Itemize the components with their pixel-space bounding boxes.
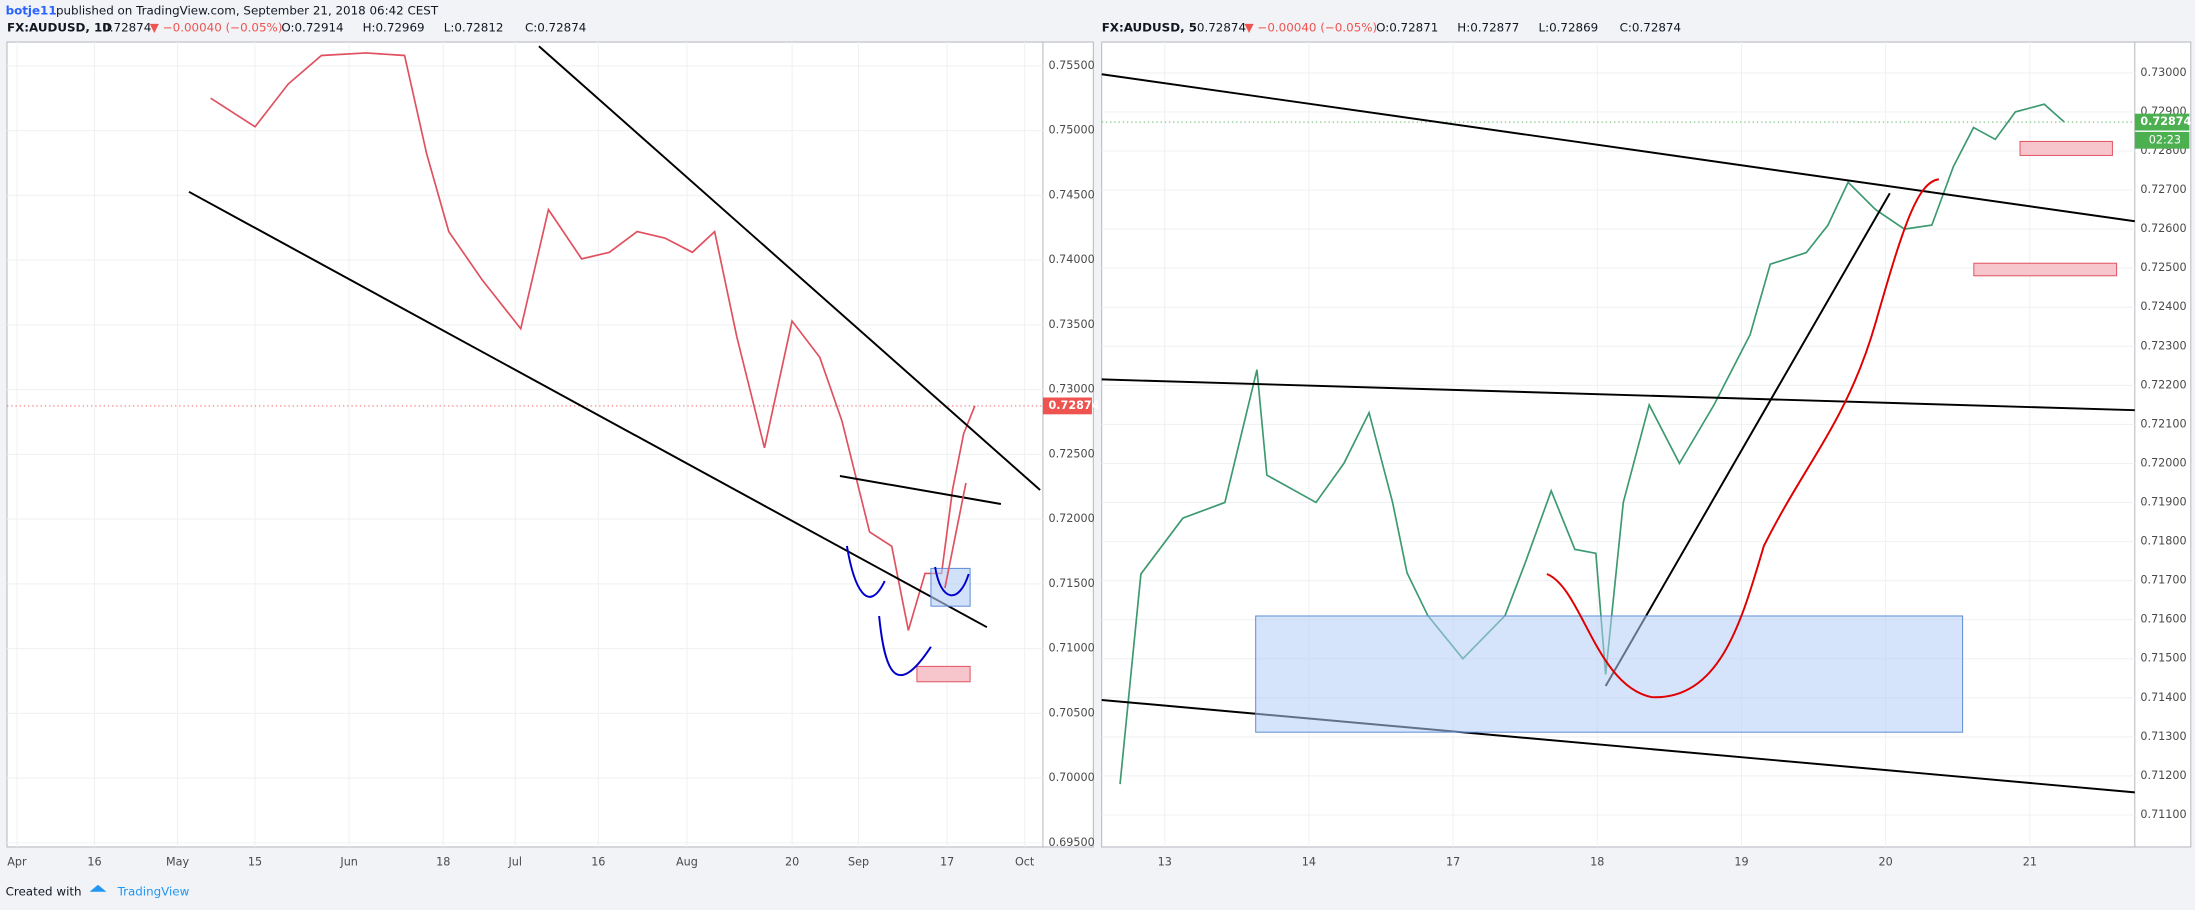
y-tick-label: 0.72400	[2140, 300, 2186, 313]
y-tick-label: 0.70500	[1049, 706, 1095, 719]
zone	[1255, 615, 1964, 733]
y-tick-label: 0.72200	[2140, 378, 2186, 391]
x-tick-label: 21	[2023, 855, 2037, 868]
y-tick-label: 0.72000	[1049, 512, 1095, 525]
y-tick-label: 0.71900	[2140, 495, 2186, 508]
footer-brand[interactable]: TradingView	[117, 884, 190, 898]
y-tick-label: 0.71100	[2140, 808, 2186, 821]
y-tick-label: 0.74500	[1049, 188, 1095, 201]
x-tick-label: Jun	[339, 855, 357, 868]
trend-line	[1101, 378, 2135, 412]
y-tick-label: 0.71000	[1049, 642, 1095, 655]
footer-text: Created with	[6, 884, 82, 898]
y-tick-label: 0.70000	[1049, 771, 1095, 784]
countdown-badge	[2134, 131, 2190, 149]
ohlc-value: H:0.72877	[1457, 21, 1519, 35]
left-panel	[6, 41, 1094, 848]
y-tick-label: 0.71700	[2140, 574, 2186, 587]
price-badge	[1042, 397, 1092, 415]
x-tick-label: Aug	[676, 855, 698, 868]
last-price: 0.72874	[102, 21, 151, 35]
change: ▼ −0.00040 (−0.05%)	[1244, 21, 1377, 35]
symbol: FX:AUDUSD, 5	[1102, 21, 1197, 35]
ohlc-value: O:0.72871	[1376, 21, 1438, 35]
x-tick-label: 17	[1446, 855, 1460, 868]
x-tick-label: Apr	[7, 855, 27, 868]
x-tick-label: 16	[87, 855, 101, 868]
x-tick-label: 16	[591, 855, 605, 868]
x-tick-label: May	[166, 855, 190, 868]
x-tick-label: Jul	[508, 855, 523, 868]
published-info: published on TradingView.com, September …	[56, 4, 439, 18]
price-badge-label: 0.72874	[2140, 115, 2191, 128]
last-price: 0.72874	[1197, 21, 1246, 35]
y-tick-label: 0.74000	[1049, 253, 1095, 266]
author[interactable]: botje11	[6, 4, 57, 18]
ohlc-value: C:0.72874	[1620, 21, 1681, 35]
countdown: 02:23	[2149, 133, 2181, 146]
y-tick-label: 0.71300	[2140, 730, 2186, 743]
zone	[1973, 262, 2118, 277]
y-tick-label: 0.71200	[2140, 769, 2186, 782]
price-badge-label: 0.72874	[1049, 399, 1100, 412]
drawn-curve	[1546, 178, 1940, 699]
drawn-curve	[934, 566, 970, 597]
x-tick-label: 18	[436, 855, 450, 868]
x-tick-label: Sep	[848, 855, 869, 868]
ohlc-value: L:0.72812	[444, 21, 504, 35]
y-tick-label: 0.73000	[1049, 383, 1095, 396]
x-tick-label: 14	[1302, 855, 1316, 868]
price-badge	[2134, 113, 2190, 131]
drawn-curve	[944, 482, 967, 589]
y-tick-label: 0.72600	[2140, 222, 2186, 235]
x-tick-label: 19	[1734, 855, 1748, 868]
ohlc-value: O:0.72914	[281, 21, 343, 35]
y-tick-label: 0.72000	[2140, 456, 2186, 469]
x-tick-label: Oct	[1015, 855, 1035, 868]
x-tick-label: 13	[1158, 855, 1172, 868]
y-tick-label: 0.72500	[2140, 261, 2186, 274]
y-tick-label: 0.71500	[2140, 652, 2186, 665]
x-tick-label: 20	[1879, 855, 1893, 868]
y-tick-label: 0.71600	[2140, 613, 2186, 626]
y-tick-label: 0.72300	[2140, 339, 2186, 352]
y-tick-label: 0.73500	[1049, 318, 1095, 331]
symbol: FX:AUDUSD, 1D	[7, 21, 112, 35]
trend-line	[538, 45, 1041, 491]
ohlc-value: L:0.72869	[1538, 21, 1598, 35]
y-tick-label: 0.73000	[2140, 66, 2186, 79]
y-tick-label: 0.72100	[2140, 417, 2186, 430]
x-tick-label: 20	[785, 855, 799, 868]
x-tick-label: 17	[940, 855, 954, 868]
y-tick-label: 0.71800	[2140, 535, 2186, 548]
trend-line	[839, 475, 1002, 505]
zone	[916, 665, 971, 683]
drawings	[188, 45, 2135, 794]
x-tick-label: 18	[1590, 855, 1604, 868]
drawn-curve	[845, 545, 886, 598]
zone	[2019, 140, 2113, 156]
ohlc-value: C:0.72874	[525, 21, 586, 35]
y-tick-label: 0.75000	[1049, 124, 1095, 137]
change: ▼ −0.00040 (−0.05%)	[150, 21, 283, 35]
price-line	[210, 52, 976, 631]
y-tick-label: 0.72700	[2140, 183, 2186, 196]
x-tick-label: 15	[248, 855, 262, 868]
trend-line	[188, 190, 988, 629]
y-tick-label: 0.75500	[1049, 59, 1095, 72]
y-tick-label: 0.71500	[1049, 577, 1095, 590]
trend-line	[1101, 73, 2135, 223]
ohlc-value: H:0.72969	[363, 21, 425, 35]
y-tick-label: 0.71400	[2140, 691, 2186, 704]
trend-line	[1604, 192, 1891, 687]
y-tick-label: 0.72500	[1049, 447, 1095, 460]
y-tick-label: 0.69500	[1049, 836, 1095, 849]
logo	[89, 884, 107, 892]
drawn-curve	[878, 615, 932, 677]
